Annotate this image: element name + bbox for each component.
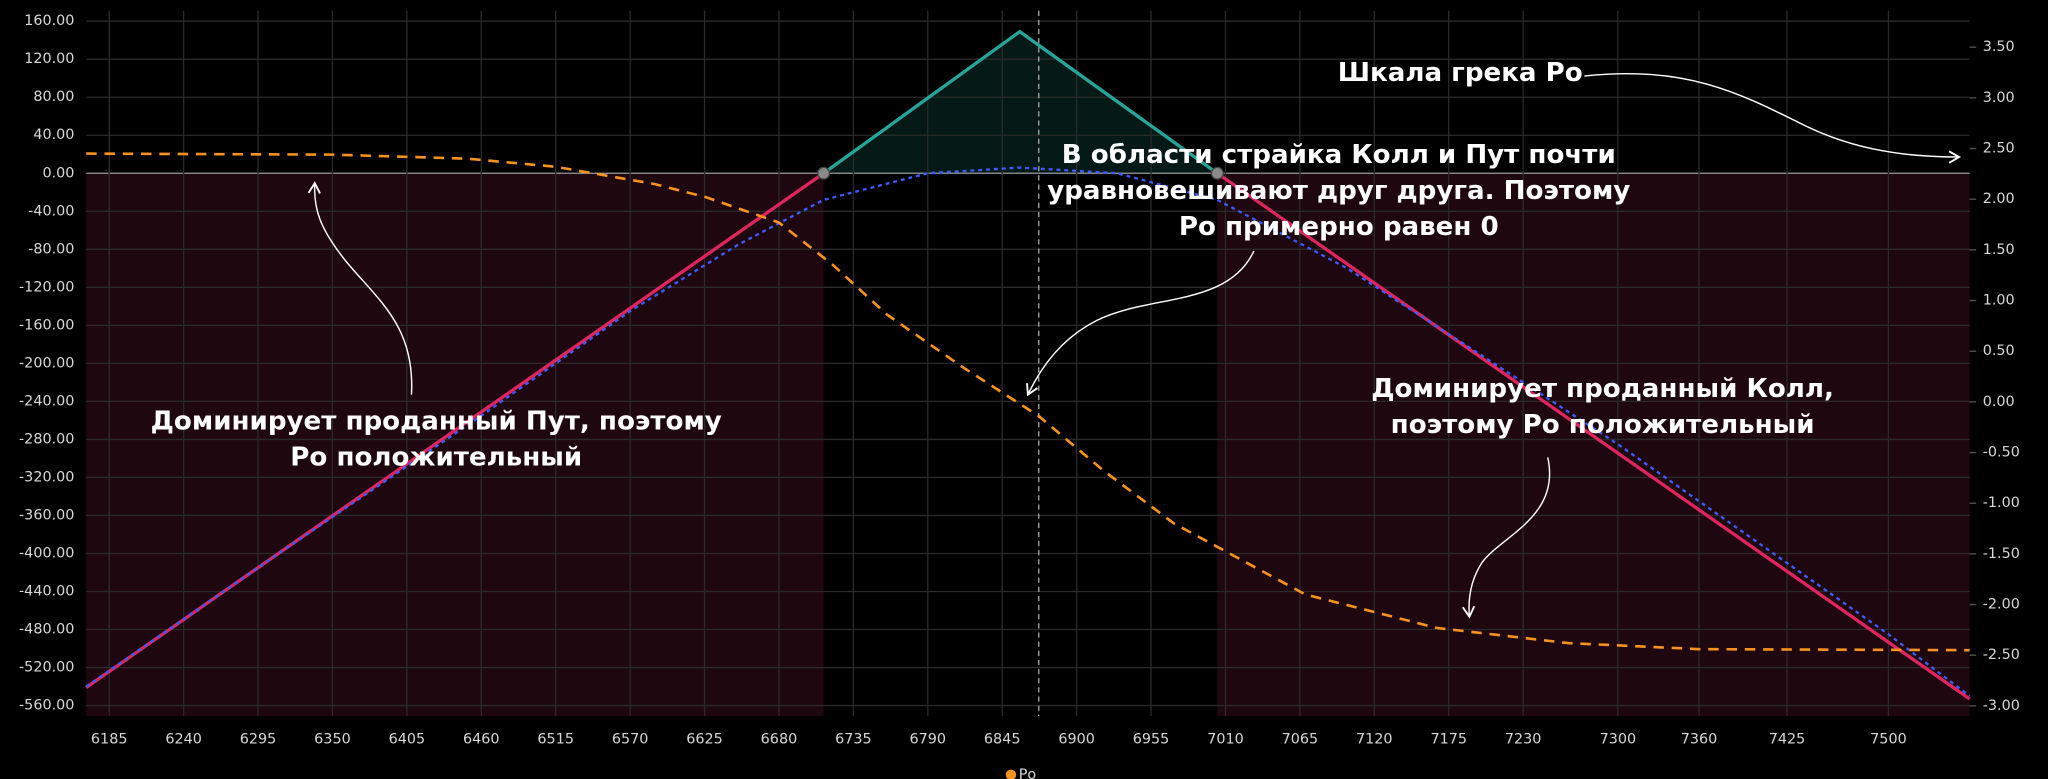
- arrow: [307, 181, 413, 395]
- x-tick-label: 6845: [984, 732, 1021, 748]
- y2-tick-label: 2.00: [1983, 191, 2015, 207]
- y2-tick-label: 3.00: [1983, 90, 2015, 106]
- x-tick-label: 6240: [165, 732, 202, 748]
- x-tick-label: 6460: [463, 732, 500, 748]
- breakeven-point: [817, 166, 831, 180]
- x-tick-label: 6515: [537, 732, 574, 748]
- y2-tick-label: 1.50: [1983, 242, 2015, 258]
- y-tick-label: -320.00: [19, 469, 74, 485]
- y-tick-label: -160.00: [19, 317, 74, 333]
- series-line: [85, 166, 1971, 698]
- y-tick-label: -440.00: [19, 584, 74, 600]
- x-tick-label: 6735: [835, 732, 872, 748]
- y-tick-label: 80.00: [33, 89, 74, 105]
- y2-tick-label: 2.50: [1983, 141, 2015, 157]
- series-line: [85, 29, 1971, 701]
- annotation: поэтому Ро положительный: [1391, 410, 1815, 440]
- x-tick-label: 7120: [1356, 732, 1393, 748]
- annotation: Доминирует проданный Пут, поэтому: [151, 407, 722, 437]
- y2-tick-label: -1.50: [1983, 546, 2020, 562]
- y2-tick-label: 1.00: [1983, 293, 2015, 309]
- x-tick-label: 7010: [1207, 732, 1244, 748]
- x-tick-label: 7500: [1870, 732, 1907, 748]
- y2-tick-label: -2.50: [1983, 647, 2020, 663]
- y-tick-label: -360.00: [19, 507, 74, 523]
- x-tick-label: 6900: [1058, 732, 1095, 748]
- x-tick-label: 6570: [612, 732, 649, 748]
- y-tick-label: 40.00: [33, 127, 74, 143]
- x-tick-label: 7230: [1505, 732, 1542, 748]
- arrow: [1584, 73, 1962, 164]
- x-tick-label: 6350: [314, 732, 351, 748]
- grid-layer: [86, 10, 1970, 717]
- legend-label: Ро: [1019, 767, 1036, 779]
- y2-tick-label: 0.00: [1983, 394, 2015, 410]
- annotation: Ро примерно равен 0: [1179, 212, 1499, 242]
- loss-zone: [86, 173, 824, 717]
- x-tick-label: 7300: [1600, 732, 1637, 748]
- y-tick-label: -480.00: [19, 622, 74, 638]
- y-tick-label: 160.00: [24, 13, 74, 29]
- annotations: Шкала грека Ро В области страйка Колл и П…: [151, 58, 1834, 473]
- y-tick-label: -560.00: [19, 698, 74, 714]
- x-tick-label: 6295: [240, 732, 277, 748]
- label-layer: 160.00 120.00 80.00 40.00 0.00 -40.00 -80.00 -1…: [19, 13, 2020, 779]
- y2-tick-label: -1.00: [1983, 495, 2020, 511]
- breakeven-point: [1210, 166, 1224, 180]
- series-line: [86, 152, 1970, 652]
- annotation: В области страйка Колл и Пут почти: [1062, 140, 1616, 170]
- legend-swatch: [1005, 769, 1017, 779]
- x-tick-label: 6680: [761, 732, 798, 748]
- x-tick-label: 7360: [1681, 732, 1718, 748]
- x-tick-label: 6625: [686, 732, 723, 748]
- series-layer: [85, 29, 1971, 701]
- y-tick-label: 0.00: [42, 165, 74, 181]
- y-tick-label: -40.00: [28, 203, 74, 219]
- arrow: [1462, 457, 1551, 619]
- y-tick-label: -120.00: [19, 279, 74, 295]
- annotation-arrows: [307, 73, 1962, 619]
- y-tick-label: -200.00: [19, 355, 74, 371]
- y-tick-label: -280.00: [19, 431, 74, 447]
- y-tick-label: -80.00: [28, 241, 74, 257]
- y-tick-label: 120.00: [24, 51, 74, 67]
- y-tick-label: -400.00: [19, 545, 74, 561]
- annotation: уравновешивают друг друга. Поэтому: [1047, 176, 1630, 206]
- x-tick-label: 6790: [910, 732, 947, 748]
- x-tick-label: 7175: [1430, 732, 1467, 748]
- profit-zone: [823, 31, 1218, 174]
- y2-tick-label: -0.50: [1983, 445, 2020, 461]
- annotation: Ро положительный: [290, 443, 582, 473]
- x-tick-label: 6185: [91, 732, 128, 748]
- y2-tick-label: -3.00: [1983, 698, 2020, 714]
- arrow: [1026, 250, 1255, 397]
- x-tick-label: 6955: [1133, 732, 1170, 748]
- x-tick-label: 7065: [1282, 732, 1319, 748]
- y-tick-label: -520.00: [19, 660, 74, 676]
- y2-tick-label: 3.50: [1983, 39, 2015, 55]
- y2-tick-label: -2.00: [1983, 597, 2020, 613]
- x-tick-label: 7425: [1769, 732, 1806, 748]
- y2-tick-label: 0.50: [1983, 343, 2015, 359]
- background-layer: [86, 31, 1970, 717]
- x-tick-label: 6405: [389, 732, 426, 748]
- annotation: Шкала грека Ро: [1338, 58, 1583, 88]
- annotation: Доминирует проданный Колл,: [1371, 374, 1834, 404]
- y-tick-label: -240.00: [19, 393, 74, 409]
- loss-zone: [1217, 173, 1970, 717]
